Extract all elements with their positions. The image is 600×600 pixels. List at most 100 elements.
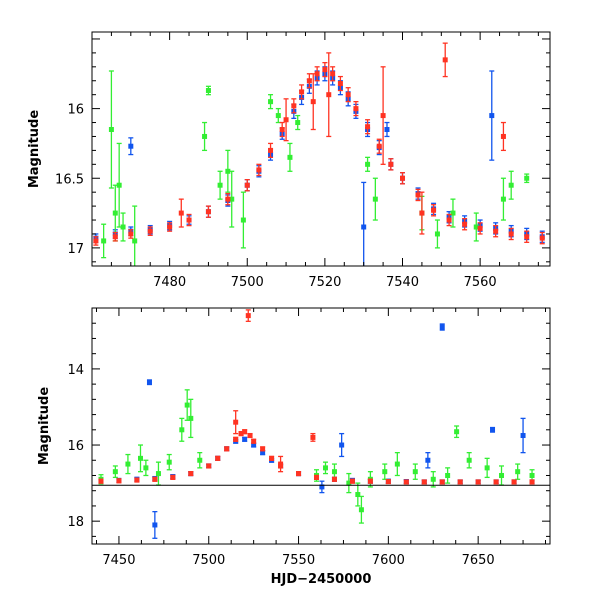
data-point — [345, 92, 351, 98]
top-panel-ticks: 7480 7500 7520 7540 7560 16 16.5 17 — [55, 32, 550, 290]
top-panel-frame — [91, 31, 551, 267]
data-point — [415, 192, 421, 198]
data-point — [215, 455, 221, 461]
data-point — [238, 431, 244, 437]
data-point — [520, 433, 526, 439]
data-point — [524, 175, 530, 181]
top-panel: 7480 7500 7520 7540 7560 16 16.5 17 Magnitude — [27, 31, 551, 290]
data-point — [372, 196, 378, 202]
x-axis-label: HJD−2450000 — [271, 572, 372, 587]
data-point — [287, 154, 293, 160]
data-point — [166, 459, 172, 465]
data-point — [188, 471, 194, 477]
data-point — [493, 479, 499, 485]
data-point — [330, 71, 336, 77]
data-point — [108, 127, 114, 132]
data-point — [484, 465, 490, 471]
data-point — [128, 143, 134, 149]
data-point — [205, 209, 211, 215]
data-point — [269, 455, 275, 461]
data-point — [539, 235, 545, 241]
data-point — [394, 461, 400, 467]
data-point — [268, 99, 274, 105]
x-tick-label: 7550 — [282, 553, 315, 568]
bottom-panel-marks — [98, 309, 535, 539]
data-point — [116, 182, 122, 188]
data-point — [322, 67, 328, 73]
data-point — [349, 478, 355, 484]
data-point — [490, 427, 496, 433]
x-tick-label: 7560 — [464, 275, 497, 290]
data-point — [489, 113, 495, 119]
y-tick-label: 16.5 — [55, 172, 84, 187]
data-point — [137, 455, 143, 461]
data-point — [515, 469, 521, 475]
data-point — [385, 479, 391, 485]
data-point — [314, 71, 320, 77]
data-point — [256, 167, 262, 173]
data-point — [275, 113, 281, 119]
data-point — [251, 438, 257, 444]
data-point — [500, 196, 506, 202]
data-point — [473, 224, 479, 230]
data-point — [425, 457, 431, 463]
data-point — [326, 92, 332, 98]
data-point — [457, 479, 463, 485]
data-point — [331, 476, 337, 482]
data-point — [339, 442, 345, 448]
x-tick-label: 7520 — [308, 275, 341, 290]
top-panel-marks — [93, 42, 545, 266]
data-point — [224, 446, 230, 452]
data-point — [382, 469, 388, 475]
data-point — [251, 442, 257, 448]
data-point — [310, 434, 316, 440]
data-point — [358, 507, 364, 513]
data-point — [242, 429, 248, 435]
data-point — [233, 436, 239, 442]
data-point — [240, 217, 246, 223]
data-point — [152, 522, 158, 528]
data-point — [337, 81, 343, 87]
data-point — [188, 415, 194, 421]
data-point — [143, 465, 149, 471]
data-point — [279, 127, 285, 132]
data-point — [260, 450, 266, 456]
data-point — [365, 161, 371, 167]
data-point — [170, 474, 176, 480]
y-tick-label: 17 — [67, 242, 84, 257]
data-point — [245, 313, 251, 319]
data-point — [380, 113, 386, 119]
data-point — [299, 89, 305, 95]
bottom-panel: 7450 7500 7550 7600 7650 14 16 18 Magnitude HJD… — [37, 307, 551, 587]
data-point — [291, 103, 297, 109]
bottom-panel-frame — [91, 307, 551, 545]
data-point — [331, 469, 337, 475]
data-point — [376, 143, 382, 149]
data-point — [186, 217, 192, 223]
data-point — [529, 479, 535, 485]
data-point — [511, 479, 517, 485]
data-point — [217, 182, 223, 188]
data-point — [244, 182, 250, 188]
data-point — [146, 379, 152, 385]
data-point — [403, 479, 409, 485]
bottom-panel-y-axis-label: Magnitude — [37, 387, 52, 466]
data-point — [493, 228, 499, 234]
x-tick-label: 7480 — [153, 275, 186, 290]
data-point — [430, 476, 436, 482]
data-point — [466, 457, 472, 463]
data-point — [206, 463, 212, 469]
y-tick-label: 14 — [67, 363, 84, 378]
data-point — [260, 446, 266, 452]
data-point — [462, 221, 468, 227]
x-tick-label: 7540 — [386, 275, 419, 290]
data-point — [322, 465, 328, 471]
data-point — [306, 78, 312, 84]
data-point — [178, 210, 184, 216]
x-tick-label: 7500 — [192, 553, 225, 568]
data-point — [278, 461, 284, 467]
x-tick-label: 7450 — [102, 553, 135, 568]
top-panel-y-axis-label: Magnitude — [27, 110, 42, 189]
data-point — [384, 127, 390, 132]
data-point — [442, 57, 448, 63]
